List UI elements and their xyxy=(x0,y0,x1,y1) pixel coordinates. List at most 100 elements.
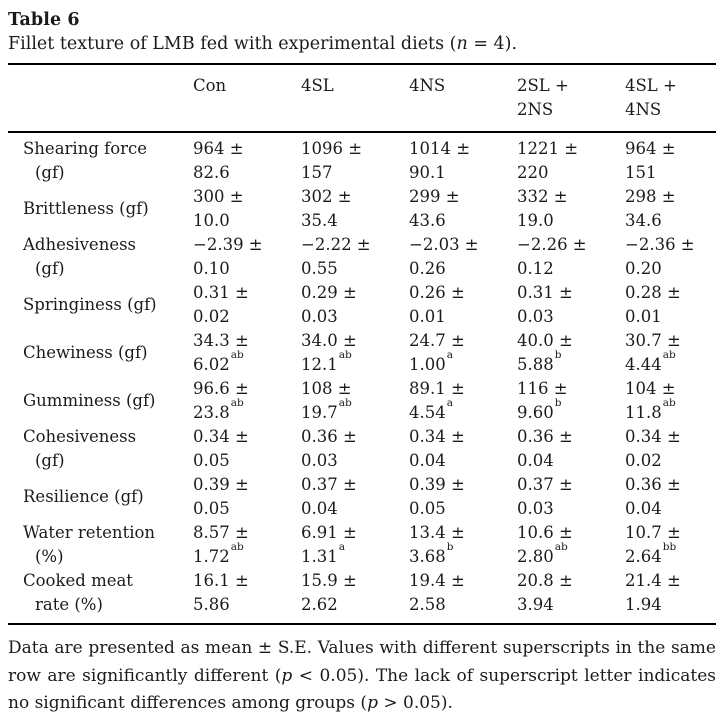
mean-line: −2.36 ± xyxy=(625,235,695,254)
row-label-line: (gf) xyxy=(35,259,65,278)
row-label: Shearing force (gf) xyxy=(8,137,193,185)
mean-line: −2.22 ± xyxy=(301,235,371,254)
mean-line: −2.03 ± xyxy=(409,235,479,254)
se-line: 0.01 xyxy=(625,307,662,326)
value-cell: 21.4 ± 1.94 xyxy=(625,569,716,617)
row-label-line: Chewiness (gf) xyxy=(23,343,148,362)
table-row: Water retention (%) 8.57 ±1.72ab 6.91 ±1.31… xyxy=(8,521,716,569)
table-row: Cohesiveness (gf) 0.34 ±0.05 0.36 ±0.03 0.34… xyxy=(8,425,716,473)
column-header-line: 4SL + xyxy=(625,76,677,95)
value-cell: 0.36 ± 0.04 xyxy=(625,473,716,521)
se-line: 35.4 xyxy=(301,211,338,230)
mean-line: 13.4 ± xyxy=(409,523,465,542)
column-header: 2SL + 2NS xyxy=(517,74,625,122)
column-header: 4SL + 4NS xyxy=(625,74,716,122)
row-label: Resilience (gf) xyxy=(8,473,193,521)
significance-superscript: ab xyxy=(338,396,352,409)
row-label-line: (gf) xyxy=(35,451,65,470)
value-cell: 10.6 ±2.80ab xyxy=(517,521,625,569)
value-cell: 300 ± 10.0 xyxy=(193,185,301,233)
significance-superscript: b xyxy=(446,540,454,553)
value-cell: 30.7 ±4.44ab xyxy=(625,329,716,377)
header-spacer xyxy=(8,74,193,122)
se-line: 11.8ab xyxy=(625,396,676,422)
value-cell: 0.34 ± 0.05 xyxy=(193,425,301,473)
mean-line: 0.39 ± xyxy=(193,475,249,494)
mean-line: 16.1 ± xyxy=(193,571,249,590)
significance-superscript: b xyxy=(554,396,562,409)
mean-line: 0.31 ± xyxy=(517,283,573,302)
table-row: Brittleness (gf) 300 ± 10.0 302 ± 35.4 299 ± 4… xyxy=(8,185,716,233)
value-cell: 40.0 ±5.88b xyxy=(517,329,625,377)
se-line: 19.0 xyxy=(517,211,554,230)
significance-superscript: ab xyxy=(554,540,568,553)
se-line: 5.88b xyxy=(517,348,562,374)
row-label: Water retention (%) xyxy=(8,521,193,569)
se-line: 2.62 xyxy=(301,595,338,614)
se-line: 1.72ab xyxy=(193,540,244,566)
column-header-line: 4SL xyxy=(301,76,334,95)
se-line: 10.0 xyxy=(193,211,230,230)
se-line: 1.94 xyxy=(625,595,662,614)
value-cell: 0.39 ± 0.05 xyxy=(193,473,301,521)
italic-text: p xyxy=(367,693,378,712)
mean-line: 964 ± xyxy=(193,139,244,158)
text-run: row are significantly different ( xyxy=(8,665,282,686)
row-label-line: rate (%) xyxy=(35,595,103,614)
row-label: Adhesiveness (gf) xyxy=(8,233,193,281)
se-line: 0.12 xyxy=(517,259,554,278)
row-label-line: Resilience (gf) xyxy=(23,487,144,506)
value-cell: 0.26 ± 0.01 xyxy=(409,281,517,329)
value-cell: 0.34 ± 0.04 xyxy=(409,425,517,473)
table-title: Table 6 xyxy=(8,10,80,30)
se-line: 34.6 xyxy=(625,211,662,230)
significance-superscript: bb xyxy=(662,540,677,553)
footnote-line: Data are presented as mean ± S.E. Values… xyxy=(8,635,716,663)
text-run: = 4). xyxy=(467,34,518,54)
se-line: 0.04 xyxy=(301,499,338,518)
value-cell: 299 ± 43.6 xyxy=(409,185,517,233)
row-label: Springiness (gf) xyxy=(8,281,193,329)
value-cell: 1014 ± 90.1 xyxy=(409,137,517,185)
mean-line: 0.28 ± xyxy=(625,283,681,302)
value-cell: 1096 ± 157 xyxy=(301,137,409,185)
value-cell: 0.36 ± 0.04 xyxy=(517,425,625,473)
se-line: 220 xyxy=(517,163,549,182)
value-cell: 10.7 ±2.64bb xyxy=(625,521,716,569)
value-cell: 8.57 ±1.72ab xyxy=(193,521,301,569)
se-line: 0.03 xyxy=(517,499,554,518)
se-line: 0.05 xyxy=(193,499,230,518)
row-label: Gumminess (gf) xyxy=(8,377,193,425)
mean-line: 1014 ± xyxy=(409,139,471,158)
footnote-line: row are significantly different (p < 0.0… xyxy=(8,663,716,691)
significance-superscript: a xyxy=(446,348,454,361)
value-cell: 15.9 ± 2.62 xyxy=(301,569,409,617)
se-line: 0.03 xyxy=(517,307,554,326)
significance-superscript: ab xyxy=(662,348,676,361)
table-row: Shearing force (gf) 964 ± 82.6 1096 ± 157 1014… xyxy=(8,137,716,185)
row-label-line: Shearing force xyxy=(23,139,148,158)
mean-line: 0.36 ± xyxy=(301,427,357,446)
se-line: 43.6 xyxy=(409,211,446,230)
mean-line: 104 ± xyxy=(625,379,676,398)
value-cell: 0.36 ± 0.03 xyxy=(301,425,409,473)
value-cell: 104 ±11.8ab xyxy=(625,377,716,425)
se-line: 9.60b xyxy=(517,396,562,422)
significance-superscript: ab xyxy=(230,348,244,361)
se-line: 0.02 xyxy=(625,451,662,470)
se-line: 0.04 xyxy=(517,451,554,470)
table-row: Adhesiveness (gf) −2.39 ±0.10 −2.22 ±0.55 −2… xyxy=(8,233,716,281)
row-label: Cooked meat rate (%) xyxy=(8,569,193,617)
table-row: Springiness (gf) 0.31 ±0.02 0.29 ±0.03 0.26… xyxy=(8,281,716,329)
mean-line: 30.7 ± xyxy=(625,331,681,350)
value-cell: 108 ±19.7ab xyxy=(301,377,409,425)
mean-line: 1221 ± xyxy=(517,139,579,158)
se-line: 3.68b xyxy=(409,540,454,566)
se-line: 4.44ab xyxy=(625,348,676,374)
value-cell: 0.39 ± 0.05 xyxy=(409,473,517,521)
mean-line: 964 ± xyxy=(625,139,676,158)
value-cell: 0.28 ± 0.01 xyxy=(625,281,716,329)
mean-line: 21.4 ± xyxy=(625,571,681,590)
se-line: 0.10 xyxy=(193,259,230,278)
text-run: > 0.05). xyxy=(377,693,453,712)
